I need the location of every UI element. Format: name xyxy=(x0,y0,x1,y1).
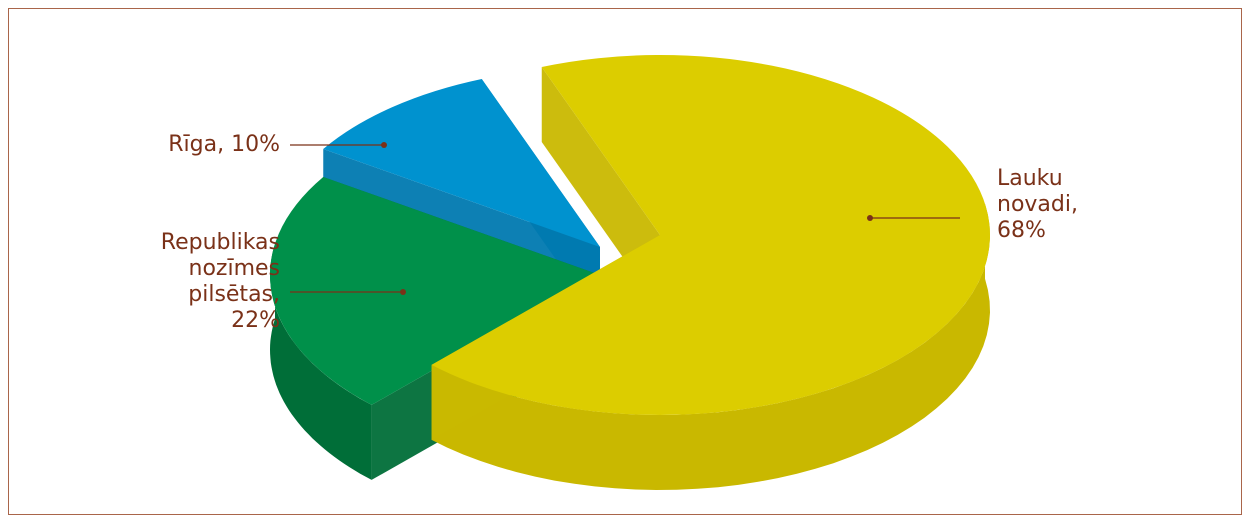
pie-slice-top-1 xyxy=(270,176,600,405)
label-line: novadi, xyxy=(997,192,1078,217)
leaders-layer xyxy=(290,142,960,295)
pie-slice-wall-0-0 xyxy=(541,66,660,310)
leader-dot-2 xyxy=(381,142,387,148)
pie-slice-side-1 xyxy=(270,243,372,480)
label-line: 22% xyxy=(231,308,280,333)
label-lauku-novadi: Lauku novadi, 68% xyxy=(997,166,1078,244)
leader-dot-0 xyxy=(867,215,873,221)
label-line: nozīmes xyxy=(188,256,281,281)
leader-dot-1 xyxy=(400,289,406,295)
label-line: Lauku xyxy=(997,166,1063,191)
pie-slice-top-0 xyxy=(431,55,990,416)
label-line: Rīga, 10% xyxy=(168,132,280,157)
label-line: 68% xyxy=(997,218,1046,243)
pie-slice-top-2 xyxy=(323,78,600,247)
label-line: Republikas xyxy=(160,230,280,255)
label-republikas-nozimes-pilsetas: Republikas nozīmes pilsētas, 22% xyxy=(161,230,280,334)
pie-slice-0 xyxy=(431,55,991,490)
pie-slice-side-0 xyxy=(431,203,991,490)
slices-layer xyxy=(270,55,991,490)
label-riga: Rīga, 10% xyxy=(168,132,280,158)
label-line: pilsētas, xyxy=(188,282,280,307)
